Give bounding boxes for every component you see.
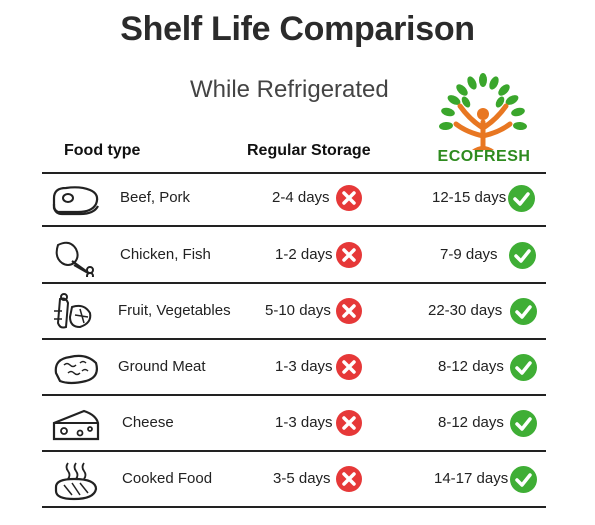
food-name: Beef, Pork — [120, 189, 191, 206]
chicken-leg-icon — [55, 241, 94, 277]
page-subtitle: While Refrigerated — [190, 76, 389, 103]
cooked-food-icon — [54, 462, 98, 501]
row-divider — [42, 450, 546, 452]
ground-meat-icon — [54, 354, 98, 385]
table-row: Fruit, Vegetables 5-10 days 22-30 days — [42, 285, 546, 340]
check-icon — [510, 466, 537, 493]
regular-storage-header: Regular Storage — [247, 142, 371, 159]
check-icon — [510, 354, 537, 381]
cross-icon — [336, 242, 362, 268]
ecofresh-days: 12-15 days — [432, 189, 507, 206]
check-icon — [510, 298, 537, 325]
ecofresh-days: 14-17 days — [434, 470, 509, 487]
regular-days: 2-4 days — [272, 189, 330, 206]
food-name: Ground Meat — [118, 358, 206, 375]
check-icon — [508, 185, 535, 212]
regular-days: 5-10 days — [265, 302, 331, 319]
ecofresh-days: 8-12 days — [438, 358, 504, 375]
regular-days: 1-2 days — [275, 246, 333, 263]
vegetables-icon — [54, 293, 92, 329]
regular-days: 1-3 days — [275, 358, 333, 375]
table-row: Cooked Food 3-5 days 14-17 days — [42, 453, 546, 508]
regular-days: 3-5 days — [273, 470, 331, 487]
cheese-icon — [52, 409, 100, 441]
food-name: Fruit, Vegetables — [118, 302, 231, 319]
page-title: Shelf Life Comparison — [120, 10, 475, 48]
row-divider — [42, 282, 546, 284]
table-row: Ground Meat 1-3 days 8-12 days — [42, 341, 546, 396]
food-name: Chicken, Fish — [120, 246, 211, 263]
logo-text: ECOFRESH — [437, 148, 531, 165]
cross-icon — [336, 185, 362, 211]
food-type-header: Food type — [64, 142, 141, 159]
row-divider — [42, 225, 546, 227]
food-name: Cooked Food — [122, 470, 213, 487]
cross-icon — [336, 466, 362, 492]
row-divider — [42, 338, 546, 340]
ecofresh-logo-icon — [439, 73, 527, 151]
food-name: Cheese — [122, 414, 174, 431]
table-row: Beef, Pork 2-4 days 12-15 days — [42, 172, 546, 227]
steak-icon — [52, 186, 99, 216]
cross-icon — [336, 410, 362, 436]
cross-icon — [336, 298, 362, 324]
regular-days: 1-3 days — [275, 414, 333, 431]
cross-icon — [336, 354, 362, 380]
ecofresh-days: 8-12 days — [438, 414, 504, 431]
table-row: Cheese 1-3 days 8-12 days — [42, 397, 546, 452]
table-row: Chicken, Fish 1-2 days 7-9 days — [42, 229, 546, 284]
ecofresh-days: 22-30 days — [428, 302, 503, 319]
row-divider — [42, 394, 546, 396]
check-icon — [510, 410, 537, 437]
row-divider — [42, 172, 546, 174]
row-divider — [42, 506, 546, 508]
check-icon — [509, 242, 536, 269]
ecofresh-days: 7-9 days — [440, 246, 498, 263]
